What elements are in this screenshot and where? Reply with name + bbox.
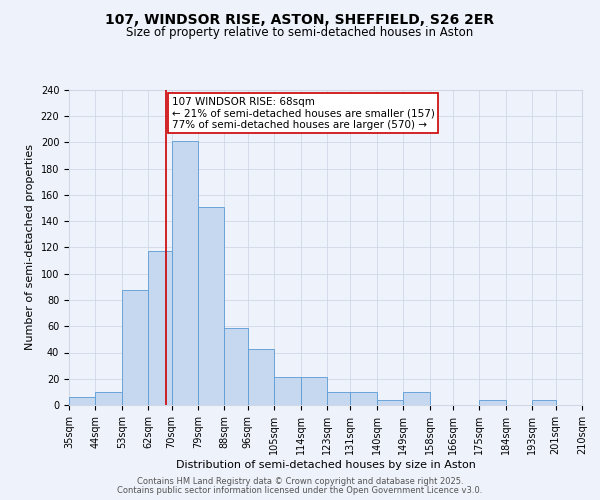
Text: Contains public sector information licensed under the Open Government Licence v3: Contains public sector information licen… (118, 486, 482, 495)
Bar (122, 290, 148, 405)
Bar (327, 392, 350, 405)
Text: 107, WINDSOR RISE, ASTON, SHEFFIELD, S26 2ER: 107, WINDSOR RISE, ASTON, SHEFFIELD, S26… (106, 12, 494, 26)
Text: Contains HM Land Registry data © Crown copyright and database right 2025.: Contains HM Land Registry data © Crown c… (137, 477, 463, 486)
Bar (377, 400, 403, 405)
Bar (148, 252, 172, 405)
Bar (274, 378, 301, 405)
Bar (224, 328, 248, 405)
Text: 107 WINDSOR RISE: 68sqm
← 21% of semi-detached houses are smaller (157)
77% of s: 107 WINDSOR RISE: 68sqm ← 21% of semi-de… (172, 96, 434, 130)
Bar (350, 392, 377, 405)
Bar (479, 400, 506, 405)
X-axis label: Distribution of semi-detached houses by size in Aston: Distribution of semi-detached houses by … (176, 460, 475, 469)
Bar (69, 397, 95, 405)
Bar (198, 207, 224, 405)
Bar (95, 392, 122, 405)
Bar (532, 400, 556, 405)
Bar (301, 378, 327, 405)
Bar (172, 141, 198, 405)
Bar (403, 392, 430, 405)
Bar (248, 348, 274, 405)
Text: Size of property relative to semi-detached houses in Aston: Size of property relative to semi-detach… (127, 26, 473, 39)
Y-axis label: Number of semi-detached properties: Number of semi-detached properties (25, 144, 35, 350)
